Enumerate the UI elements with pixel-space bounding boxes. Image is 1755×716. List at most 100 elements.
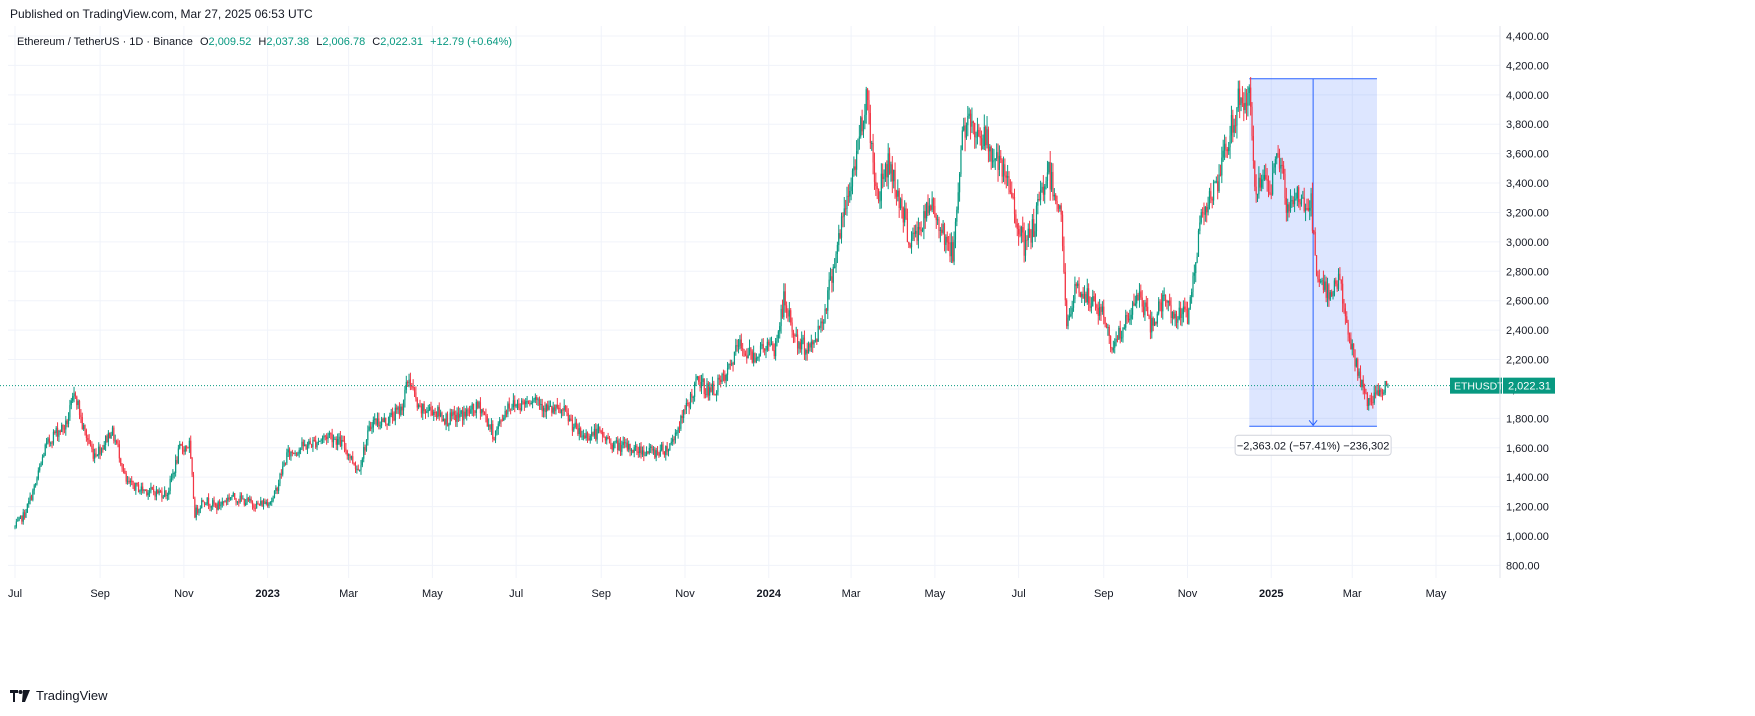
candle-body (327, 434, 329, 440)
candle-body (563, 406, 565, 411)
candle-body (931, 198, 933, 210)
candle-body (1284, 173, 1286, 199)
candle-body (1256, 194, 1259, 196)
candle-body (321, 437, 324, 440)
candle-body (172, 473, 174, 478)
candle-body (207, 497, 210, 506)
low-label: L (316, 36, 323, 48)
candle-body (1057, 204, 1060, 209)
candle-body (360, 465, 362, 470)
candle-body (1055, 194, 1057, 202)
candle-body (1158, 301, 1160, 314)
candle-body (875, 181, 877, 187)
symbol-name[interactable]: Ethereum / TetherUS · 1D · Binance (17, 36, 193, 48)
x-tick-label: Jul (509, 588, 523, 600)
candle-body (258, 504, 260, 506)
candle-body (238, 501, 240, 503)
candle-body (67, 417, 70, 425)
candle-body (1251, 106, 1253, 136)
candle-body (663, 451, 666, 455)
candle-body (1112, 347, 1114, 351)
candle-body (670, 441, 672, 444)
candle-body (1300, 198, 1303, 205)
candle-body (847, 195, 849, 197)
candle-body (387, 422, 390, 425)
candle-body (1225, 143, 1227, 150)
candle-body (983, 126, 985, 147)
candle-body (584, 435, 586, 439)
candle-body (485, 414, 487, 417)
candle-body (770, 343, 773, 345)
candle-body (352, 456, 354, 463)
candle-body (751, 351, 753, 363)
candle-body (1255, 186, 1257, 195)
candle-body (533, 399, 535, 402)
candle-body (342, 440, 344, 442)
candle-body (59, 430, 61, 433)
candle-body (1175, 313, 1178, 323)
candle-body (904, 208, 906, 223)
candle-body (236, 501, 239, 503)
candle-body (216, 504, 218, 510)
candle-body (799, 342, 801, 350)
candle-body (504, 410, 506, 418)
candle-body (1337, 273, 1340, 289)
candle-body (345, 448, 347, 451)
brand-name[interactable]: TradingView (36, 688, 108, 703)
candle-body (818, 325, 821, 328)
low-value: 2,006.78 (322, 36, 366, 48)
candle-body (607, 437, 609, 440)
candle-body (894, 169, 896, 192)
chart-area[interactable]: 800.00 1,000.00 1,200.00 1,400.00 1,600.00 1,… (0, 26, 1755, 678)
y-tick-label: 1,400.00 (1506, 472, 1549, 484)
candle-body (279, 473, 281, 484)
candle-body (1120, 337, 1123, 339)
candle-body (1046, 172, 1049, 181)
candle-body (1177, 318, 1179, 323)
candle-body (709, 387, 711, 396)
candle-body (971, 121, 973, 127)
candle-body (873, 162, 876, 182)
candle-body (224, 501, 226, 503)
candle-body (1355, 359, 1357, 367)
candle-body (1030, 236, 1032, 243)
candle-body (1002, 164, 1005, 177)
candle-body (608, 439, 611, 444)
candle-body (1159, 301, 1161, 303)
candle-body (744, 353, 747, 356)
candle-body (953, 239, 955, 262)
candle-body (55, 427, 57, 433)
candle-body (511, 407, 513, 409)
candle-body (942, 224, 944, 233)
y-tick-label: 2,600.00 (1506, 296, 1549, 308)
price-chart[interactable]: 800.00 1,000.00 1,200.00 1,400.00 1,600.00 1,… (0, 26, 1755, 678)
candle-body (1037, 199, 1039, 206)
candle-body (634, 445, 637, 448)
candle-body (1272, 173, 1274, 195)
candle-body (629, 444, 631, 451)
candle-body (382, 418, 384, 423)
candle-body (142, 486, 144, 491)
candle-body (699, 381, 701, 389)
candle-body (975, 136, 977, 138)
candle-body (201, 500, 203, 509)
candle-body (232, 493, 234, 497)
candle-body (1147, 306, 1149, 316)
x-tick-label: Jul (8, 588, 22, 600)
candle-body (1170, 305, 1172, 319)
candle-body (1066, 300, 1068, 327)
candle-body (1354, 349, 1356, 367)
candle-body (422, 403, 424, 414)
candle-body (331, 434, 333, 443)
candle-body (1350, 337, 1352, 350)
measure-arrow-head (1308, 419, 1318, 427)
candle-body (84, 425, 86, 431)
candle-body (1193, 273, 1195, 276)
candle-body (586, 432, 589, 439)
candle-body (985, 126, 987, 146)
candle-body (136, 482, 138, 485)
candle-body (324, 435, 326, 437)
candle-body (960, 149, 962, 174)
candle-body (423, 403, 425, 412)
candle-body (1103, 306, 1105, 318)
